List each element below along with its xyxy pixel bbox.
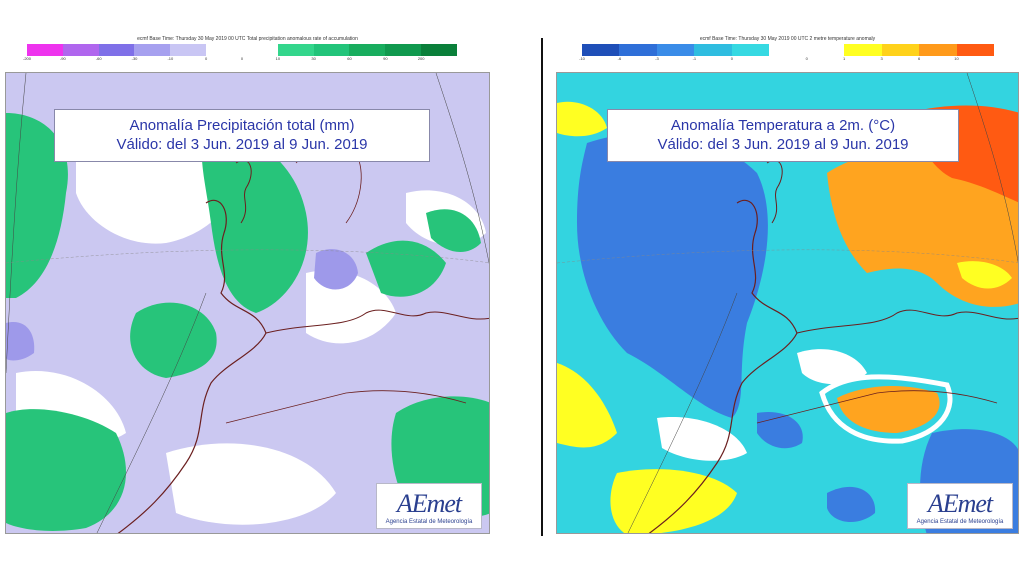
temperature-anomaly-panel: ecmf Base Time: Thursday 30 May 2019 00 … [556,36,1019,536]
precip-scale-tick-label: -200 [22,56,32,61]
precip-scale-tick-label: -10 [167,56,174,61]
temp-scale-swatch [582,44,620,56]
temp-scale-swatch [694,44,732,56]
aemet-logo-mark: AEmet [396,489,462,518]
precipitation-anomaly-panel: ecmf Base Time: Thursday 30 May 2019 00 … [5,36,490,536]
aemet-logo-mark-right: AEmet [927,489,993,518]
temp-valid-dates: Válido: del 3 Jun. 2019 al 9 Jun. 2019 [657,136,909,153]
precip-scale-tick-label: -60 [95,56,102,61]
temp-title: Anomalía Temperatura a 2m. (°C) [670,117,896,134]
temp-scale-tick-label: 10 [954,56,959,61]
temp-header: ecmf Base Time: Thursday 30 May 2019 00 … [699,36,876,42]
precip-scale-tick-label: 90 [383,56,388,61]
temp-scale-tick-label: -6 [617,56,622,61]
temp-scale-tick-label: 0 [730,56,733,61]
temp-scale-tick-label: 3 [880,56,883,61]
precip-scale-tick-label: -30 [131,56,138,61]
precip-scale-swatch [170,44,207,56]
precip-scale-tick-label: 30 [311,56,316,61]
precip-color-scale: -200 -90 -60 -30 -10 0 0 10 30 60 90 200 [23,44,457,72]
temp-scale-swatch [919,44,957,56]
precip-scale-swatch [313,44,350,56]
precip-scale-tick-label: 200 [417,56,425,61]
precip-scale-swatch [27,44,63,56]
precip-title-box: Anomalía Precipitación total (mm) Válido… [54,109,430,162]
precip-valid-dates: Válido: del 3 Jun. 2019 al 9 Jun. 2019 [116,136,368,153]
precip-scale-tick-label: 60 [347,56,352,61]
temp-scale-tick-label: -10 [579,56,585,61]
temp-scale-swatch [619,44,657,56]
temp-scale-tick-label: -3 [655,56,659,61]
precip-scale-swatch [206,44,242,56]
precip-scale-swatch [241,44,278,56]
temp-color-scale: -10 -6 -3 -1 0 0 1 3 6 10 [579,44,994,72]
temp-scale-tick-label: 1 [843,56,846,61]
temp-scale-swatch [956,44,994,56]
precip-scale-tick-label: 10 [275,56,281,61]
temp-scale-swatch [881,44,920,56]
temp-scale-swatch [731,44,770,56]
precip-scale-swatch [277,44,314,56]
aemet-logo: AEmet Agencia Estatal de Meteorología [376,483,482,529]
temp-scale-tick-label: 6 [917,56,921,61]
temp-title-box: Anomalía Temperatura a 2m. (°C) Válido: … [607,109,959,162]
temp-scale-swatch [806,44,845,56]
precip-scale-swatch [349,44,386,56]
precip-scale-tick-label: 0 [240,56,244,61]
aemet-logo-right: AEmet Agencia Estatal de Meteorología [907,483,1013,529]
panel-divider [541,38,543,536]
precip-title: Anomalía Precipitación total (mm) [129,117,355,134]
precip-scale-swatch [62,44,99,56]
precipitation-anomaly-map: Anomalía Precipitación total (mm) Válido… [5,72,490,534]
precip-scale-swatch [98,44,135,56]
temp-scale-swatch [656,44,695,56]
precip-scale-swatch [421,44,457,56]
temperature-anomaly-map: Anomalía Temperatura a 2m. (°C) Válido: … [556,72,1019,534]
temp-scale-swatch [844,44,882,56]
aemet-logo-subtitle-right: Agencia Estatal de Meteorología [916,519,1004,525]
precip-scale-tick-label: -90 [59,56,66,61]
precip-scale-swatch [134,44,171,56]
temp-scale-tick-label: 0 [805,56,808,61]
precip-scale-tick-label: 0 [205,56,208,61]
temp-scale-swatch [769,44,807,56]
temp-scale-tick-label: -1 [692,56,697,61]
precip-scale-swatch [385,44,422,56]
precip-header: ecmf Base Time: Thursday 30 May 2019 00 … [137,36,358,42]
aemet-logo-subtitle: Agencia Estatal de Meteorología [385,519,473,525]
